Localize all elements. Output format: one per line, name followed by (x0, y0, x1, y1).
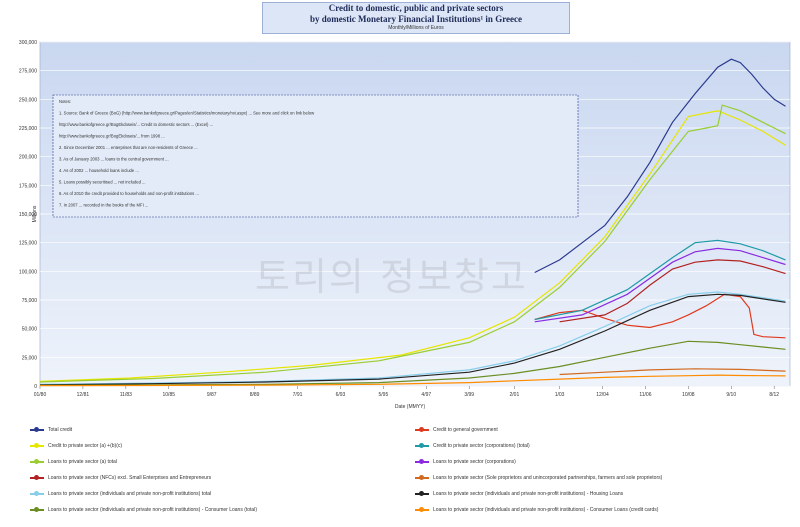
legend-item: Total credit (30, 424, 72, 436)
legend-item: Loans to private sector (individuals and… (30, 488, 211, 500)
y-tick-label: 125,000 (19, 241, 37, 247)
x-tick-label: 1/03 (555, 392, 565, 398)
legend-item: Credit to private sector (a) +(b)(c) (30, 440, 122, 452)
legend-label: Credit to private sector (a) +(b)(c) (48, 443, 123, 449)
chart-title-line2: by domestic Monetary Financial Instituti… (309, 14, 523, 24)
chart-title-line1: Credit to domestic, public and private s… (328, 3, 504, 13)
y-tick-label: 100,000 (19, 269, 37, 275)
legend-item: Loans to private sector (NFCs) excl. Sma… (30, 472, 211, 484)
series-line-9 (39, 293, 786, 386)
y-tick-label: 200,000 (19, 155, 37, 161)
y-tick-label: 75,000 (22, 298, 38, 304)
legend-item: Credit to general government (415, 424, 498, 436)
x-tick-label: 10/85 (163, 392, 176, 398)
series-line-6 (559, 259, 786, 323)
legend-label: Loans to private sector (individuals and… (433, 491, 624, 497)
legend-swatch (30, 459, 44, 464)
chart-legend: Total credit Credit to general government… (30, 424, 800, 524)
legend-swatch (415, 491, 429, 496)
y-tick-label: 275,000 (19, 69, 37, 75)
legend-item: Loans to private sector (corporations) (415, 456, 516, 468)
x-tick-label: 8/89 (250, 392, 260, 398)
y-tick-label: 150,000 (19, 212, 37, 218)
notes-line: Notes: (59, 99, 71, 104)
x-tick-label: 9/87 (207, 392, 217, 398)
legend-label: Loans to private sector (Sole proprietor… (433, 475, 663, 481)
legend-item: Loans to private sector (individuals and… (30, 504, 257, 516)
x-tick-label: 11/06 (639, 392, 651, 398)
series-line-1 (534, 293, 786, 339)
legend-label: Loans to private sector (individuals and… (433, 507, 659, 513)
legend-swatch (415, 443, 429, 448)
legend-swatch (30, 475, 44, 480)
legend-swatch (415, 475, 429, 480)
legend-label: Loans to private sector (corporations) (433, 459, 516, 465)
x-tick-label: 4/97 (421, 392, 431, 398)
x-axis-label: Date (MMYY) (395, 404, 426, 410)
notes-line: 2. Since December 2001 ... enterprises t… (59, 145, 198, 150)
y-tick-label: 300,000 (19, 40, 37, 46)
series-line-11 (39, 374, 786, 387)
y-tick-label: 250,000 (19, 97, 37, 103)
legend-swatch (30, 507, 44, 512)
y-tick-label: 0 (34, 384, 37, 390)
legend-item: Loans to private sector (a) total (30, 456, 117, 468)
legend-label: Credit to general government (433, 427, 498, 433)
series-line-10 (39, 340, 786, 386)
legend-swatch (415, 427, 429, 432)
y-tick-label: 25,000 (22, 355, 38, 361)
legend-label: Loans to private sector (a) total (48, 459, 117, 465)
legend-item: Loans to private sector (individuals and… (415, 488, 623, 500)
legend-item: Credit to private sector (corporations) … (415, 440, 530, 452)
series-line-0 (534, 58, 786, 274)
y-axis-label: Millions (32, 205, 38, 222)
legend-item: Loans to private sector (individuals and… (415, 504, 658, 516)
notes-line: 1. Source: Bank of Greece (BoG) (http://… (59, 111, 315, 116)
y-tick-label: 225,000 (19, 126, 37, 132)
notes-box (52, 94, 579, 218)
legend-label: Loans to private sector (individuals and… (48, 507, 257, 513)
x-tick-label: 9/10 (726, 392, 736, 398)
notes-line: 6. As of 2010 the credit provided to hou… (59, 191, 199, 196)
notes-line: 3. As of January 2003 ... loans to the c… (59, 157, 169, 162)
x-tick-label: 12/04 (596, 392, 609, 398)
x-tick-label: 10/08 (682, 392, 695, 398)
series-line-3 (534, 239, 786, 321)
x-tick-label: 01/80 (34, 392, 47, 398)
line-chart: 0 25,000 50,000 75,000 100,000 125,000 150,000… (19, 40, 791, 410)
chart-subtitle: Monthly/Millions of Euros (388, 25, 444, 31)
notes-line: 4. As of 2002 ... household loans includ… (59, 168, 139, 173)
legend-item: Loans to private sector (Sole proprietor… (415, 472, 662, 484)
notes-line: http://www.bankofgreece.gr/BogEkdoseis/.… (59, 134, 165, 139)
x-tick-label: 3/99 (464, 392, 474, 398)
notes-line: http://www.bankofgreece.gr/BogEkdoseis/.… (59, 122, 213, 127)
x-tick-label: 12/81 (77, 392, 90, 398)
x-tick-label: 8/12 (769, 392, 779, 398)
series-line-7 (559, 368, 786, 376)
notes-line: 5. Loans possibly securitised ... not in… (59, 180, 146, 185)
series-line-8 (39, 291, 786, 385)
chart-title-box: Credit to domestic, public and private s… (262, 2, 570, 34)
legend-swatch (415, 459, 429, 464)
legend-swatch (30, 427, 44, 432)
x-tick-label: 6/93 (336, 392, 346, 398)
series-line-2 (39, 110, 786, 382)
y-tick-label: 175,000 (19, 183, 37, 189)
x-tick-label: 7/91 (293, 392, 303, 398)
series-line-5 (534, 247, 786, 323)
y-tick-label: 50,000 (22, 327, 38, 333)
watermark-text: 토리의 정보창고 (255, 255, 528, 299)
x-tick-label: 2/01 (510, 392, 520, 398)
x-tick-label: 11/83 (120, 392, 132, 398)
notes-line: 7. In 2007 ... recorded in the books of … (59, 203, 148, 208)
legend-swatch (30, 443, 44, 448)
legend-label: Total credit (48, 427, 73, 433)
legend-label: Loans to private sector (NFCs) excl. Sma… (48, 475, 212, 481)
series-line-4 (39, 104, 786, 383)
legend-label: Loans to private sector (individuals and… (48, 491, 212, 497)
x-tick-label: 5/95 (379, 392, 389, 398)
legend-label: Credit to private sector (corporations) … (433, 443, 530, 449)
legend-swatch (415, 507, 429, 512)
legend-swatch (30, 491, 44, 496)
